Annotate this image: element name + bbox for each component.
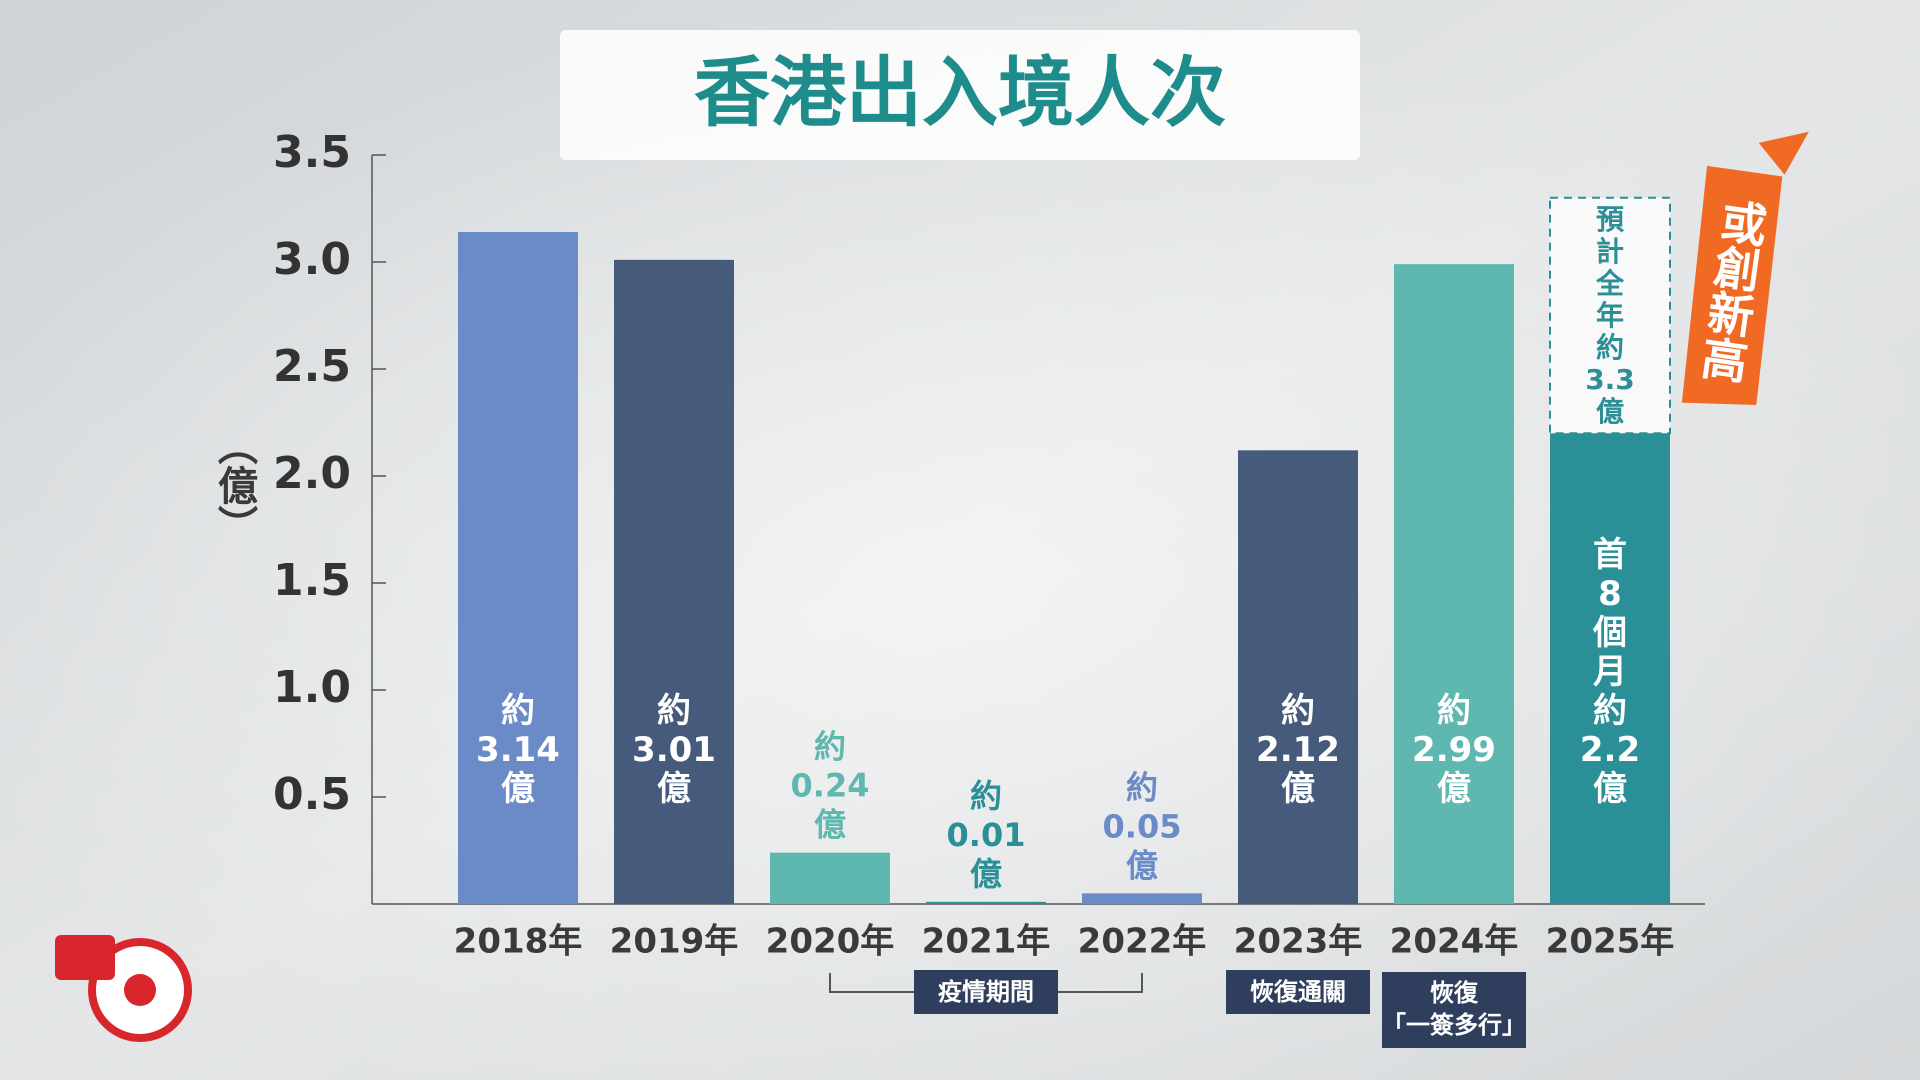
bar (1082, 893, 1202, 904)
annotation-box (1226, 970, 1370, 1014)
value-label: 約 0.01 億 (947, 777, 1026, 893)
value-label: 約 3.01 億 (632, 691, 716, 809)
y-tick-label: 3.5 (273, 127, 351, 178)
bar (614, 259, 734, 904)
bar (770, 852, 890, 904)
bar (926, 901, 1046, 904)
logo (55, 935, 192, 1042)
value-label: 約 2.12 億 (1256, 691, 1340, 809)
x-tick-label: 2021年 (922, 922, 1051, 962)
y-tick-label: 3.0 (273, 234, 351, 285)
projection-box (1549, 196, 1671, 435)
x-tick-label: 2022年 (1078, 922, 1207, 962)
y-tick-label: 2.5 (273, 341, 351, 392)
y-tick-label: 1.5 (273, 555, 351, 606)
value-label: 約 0.24 億 (791, 728, 870, 844)
bar (1238, 450, 1358, 904)
value-label: 約 0.05 億 (1103, 768, 1182, 884)
bar (1394, 264, 1514, 904)
annotation-box (1382, 972, 1526, 1048)
y-axis-label: （億） (211, 425, 258, 545)
value-label: 首 8 個月約 2.2 億 (1580, 535, 1640, 809)
x-tick-label: 2019年 (610, 922, 739, 962)
bar (1550, 433, 1670, 904)
badge: 或創新高 (1681, 131, 1809, 406)
badge-shape (1681, 165, 1783, 406)
x-tick-label: 2020年 (766, 922, 895, 962)
x-tick-label: 2018年 (454, 922, 583, 962)
annotation: 疫情期間 (938, 978, 1034, 1006)
annotation: 「一簽多行」 (1382, 1011, 1526, 1039)
value-label: 預計全年約 3.3 億 (1585, 203, 1635, 428)
annotation: 恢復通關 (1250, 978, 1346, 1006)
value-label: 約 2.99 億 (1412, 691, 1496, 809)
title-banner (560, 30, 1360, 160)
y-tick-label: 0.5 (273, 769, 351, 820)
y-tick-label: 2.0 (273, 448, 351, 499)
badge-arrow (1758, 131, 1809, 175)
annotation: 恢復 (1430, 979, 1479, 1007)
chart-title: 香港出入境人次 (694, 48, 1226, 137)
bar (458, 232, 578, 905)
x-tick-label: 2023年 (1234, 922, 1363, 962)
y-tick-label: 1.0 (273, 662, 351, 713)
x-tick-label: 2025年 (1546, 922, 1675, 962)
value-label: 約 3.14 億 (476, 691, 560, 809)
x-tick-label: 2024年 (1390, 922, 1519, 962)
annotation-box (914, 970, 1058, 1014)
